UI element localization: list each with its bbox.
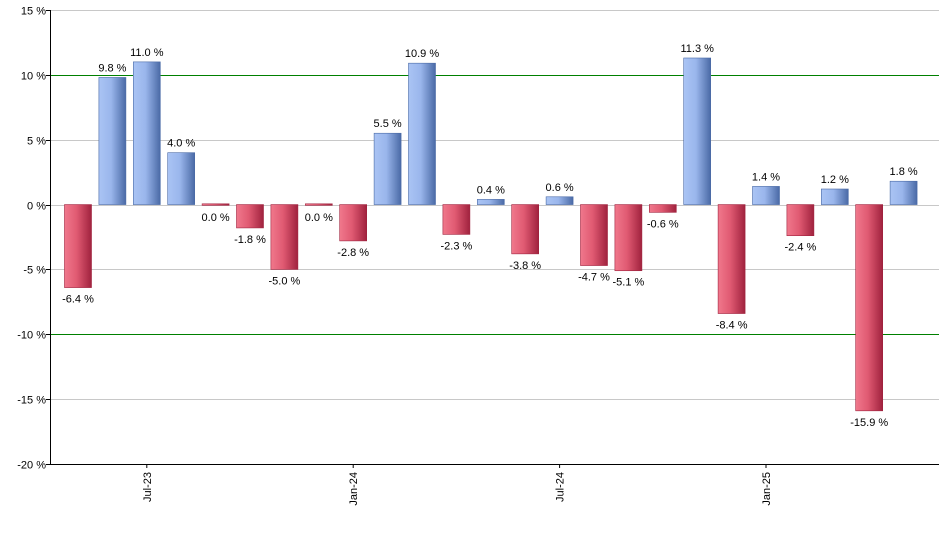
bar-value-label: -5.1 %: [613, 277, 645, 289]
bar: [167, 152, 195, 205]
bars: [64, 57, 918, 412]
axes: [46, 10, 939, 468]
x-tick-label: Jul-24: [555, 472, 567, 502]
bar-value-label: -1.8 %: [234, 234, 266, 246]
bar-value-label: -5.0 %: [269, 275, 301, 287]
bar-value-label: 11.3 %: [680, 43, 714, 55]
bar-value-label: -2.3 %: [441, 240, 473, 252]
bar-value-label: 4.0 %: [167, 138, 195, 150]
bar: [270, 204, 299, 270]
bar-value-label: 5.5 %: [374, 118, 402, 130]
bar-value-label: -2.8 %: [337, 247, 369, 259]
reference-lines: [50, 75, 939, 335]
x-tick-label: Jan-25: [761, 472, 773, 506]
bar-value-label: -3.8 %: [509, 260, 541, 272]
bar: [683, 57, 712, 205]
bar-value-label: -6.4 %: [62, 294, 94, 306]
bar: [855, 204, 884, 412]
x-tick-label: Jul-23: [142, 472, 154, 502]
bar-value-label: 11.0 %: [130, 47, 164, 59]
y-tick-label: -5 %: [23, 265, 46, 277]
bar: [786, 204, 815, 237]
bar-value-label: 1.8 %: [890, 166, 918, 178]
bar-value-label: 9.8 %: [98, 62, 126, 74]
bar-value-label: 1.2 %: [821, 174, 849, 186]
y-tick-labels: 15 % 10 % 5 % 0 % -5 % -10 % -15 % -20 %: [17, 6, 46, 472]
bar: [64, 204, 92, 288]
bar-value-label: 0.0 %: [202, 212, 230, 224]
bar: [304, 203, 333, 206]
y-tick-label: -20 %: [17, 460, 46, 472]
bar: [648, 204, 677, 213]
bar-value-label: -8.4 %: [716, 320, 748, 332]
y-tick-label: 0 %: [27, 201, 46, 213]
bar: [889, 180, 918, 205]
bar-value-label: 0.6 %: [546, 182, 574, 194]
y-tick-label: -10 %: [17, 330, 46, 342]
y-tick-label: -15 %: [17, 395, 46, 407]
bar: [133, 61, 161, 205]
bar-value-label: -0.6 %: [647, 218, 679, 230]
bar: [752, 186, 780, 205]
bar: [442, 204, 471, 235]
y-tick-label: 15 %: [21, 6, 46, 18]
bar: [476, 199, 505, 205]
grid-lines: [50, 10, 939, 400]
bar-value-label: -15.9 %: [850, 417, 888, 429]
y-tick-label: 10 %: [21, 71, 46, 83]
bar: [201, 203, 230, 206]
bar: [580, 204, 608, 266]
y-tick-label: 5 %: [27, 136, 46, 148]
bar-value-label: 1.4 %: [752, 171, 780, 183]
bar-value-label: 0.4 %: [477, 184, 505, 196]
bar-value-label: -2.4 %: [785, 242, 817, 254]
bar: [717, 204, 746, 314]
bar-value-label: 10.9 %: [405, 48, 439, 60]
bar: [511, 204, 540, 255]
bar: [614, 204, 643, 272]
bar-value-labels: -6.4 % 9.8 % 11.0 % 4.0 % 0.0 % -1.8 % -5.0 % 0…: [62, 43, 918, 429]
x-tick-labels: Jul-23 Jan-24 Jul-24 Jan-25: [142, 472, 773, 506]
bar-value-label: -4.7 %: [578, 272, 610, 284]
bar: [545, 196, 574, 205]
bar: [820, 188, 849, 205]
bar-value-label: 0.0 %: [305, 212, 333, 224]
bar: [373, 132, 402, 205]
bar: [236, 204, 264, 229]
bar: [98, 77, 127, 205]
bar: [339, 204, 368, 242]
x-tick-label: Jan-24: [348, 472, 360, 506]
bar: [408, 62, 436, 205]
